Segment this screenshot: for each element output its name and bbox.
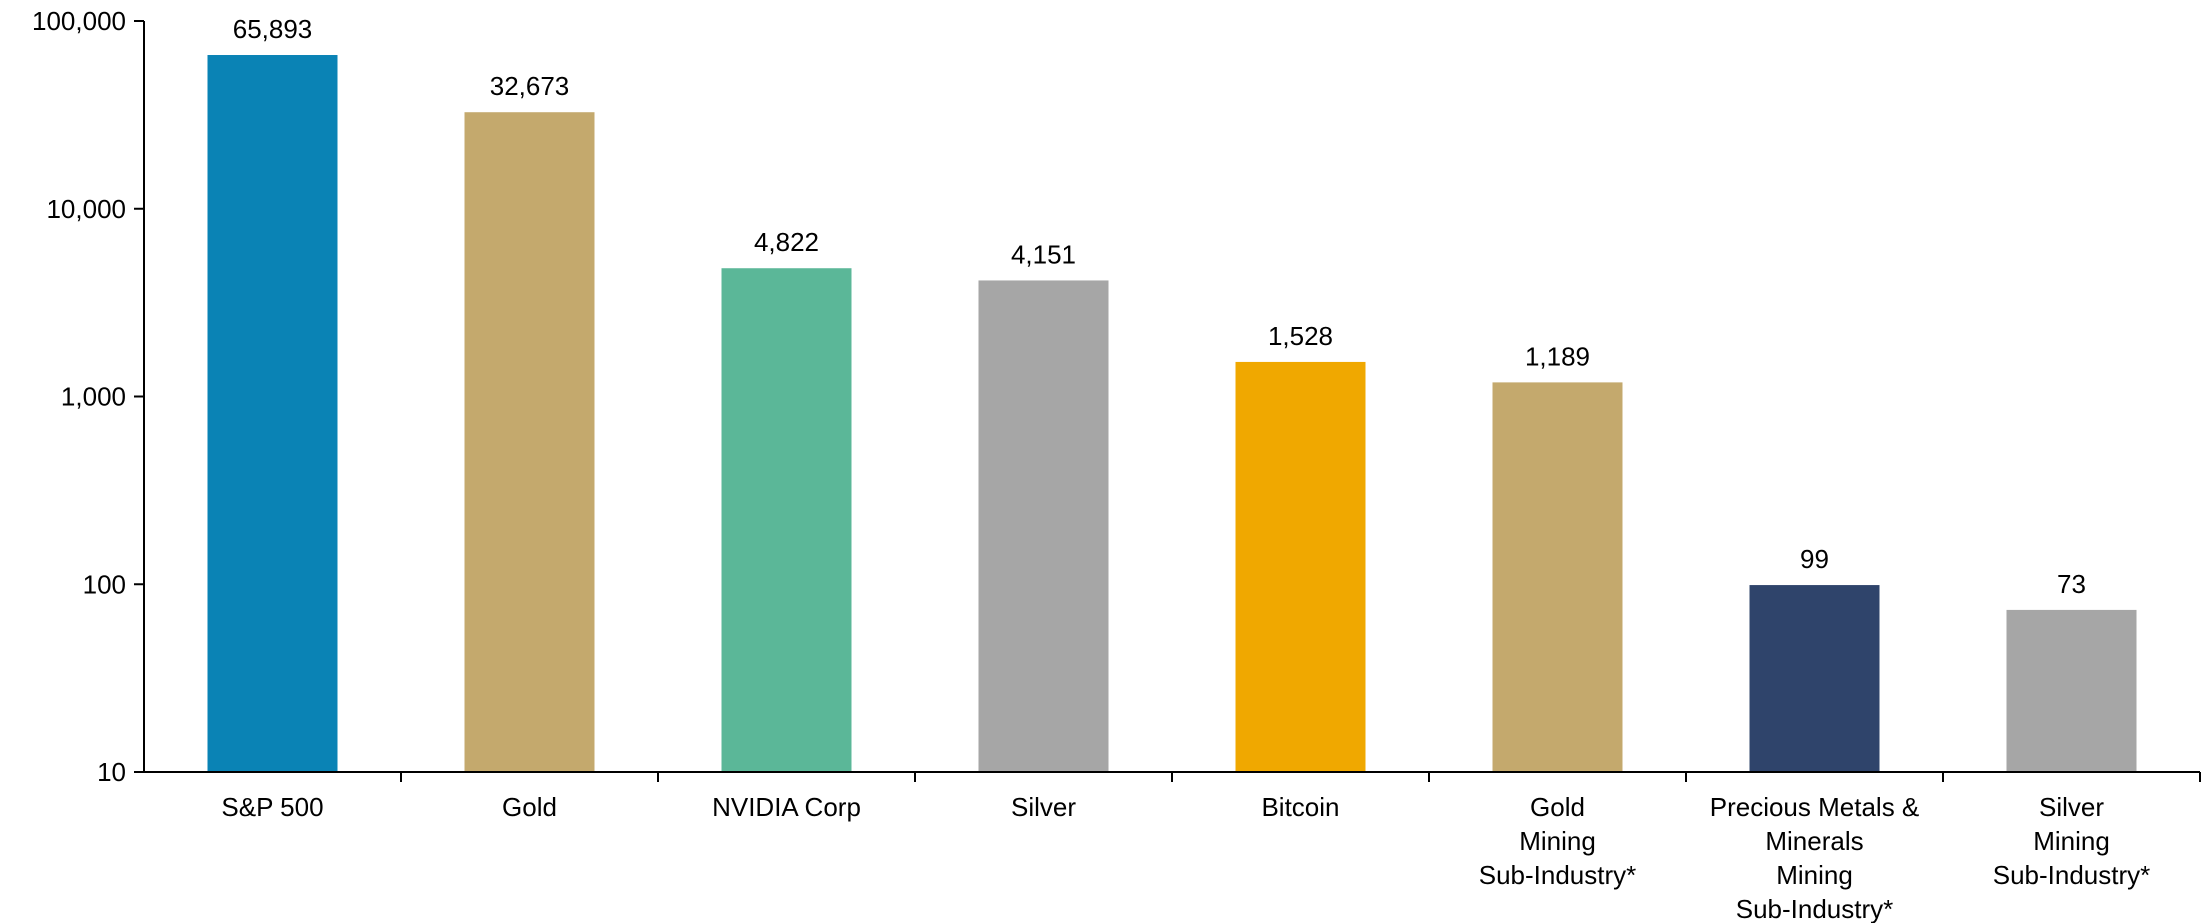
category-label-line: Mining bbox=[2033, 826, 2110, 856]
y-axis: 10 100 1,000 10,000 100,000 bbox=[32, 6, 145, 787]
category-label: S&P 500 bbox=[221, 792, 323, 822]
bar bbox=[2006, 609, 2137, 772]
category-label-line: Gold bbox=[502, 792, 557, 822]
category-label-line: S&P 500 bbox=[221, 792, 323, 822]
bar bbox=[464, 112, 595, 773]
category-label: Gold bbox=[502, 792, 557, 822]
category-label: Precious Metals & Minerals Mining Sub-Indus… bbox=[1710, 792, 1920, 923]
bar bbox=[721, 268, 852, 772]
bar bbox=[1492, 382, 1623, 772]
category-label: Silver bbox=[1011, 792, 1076, 822]
bar bbox=[1749, 585, 1880, 772]
category-label-line: Mining bbox=[1519, 826, 1596, 856]
bars-group bbox=[207, 55, 2137, 773]
bar-value-label: 1,528 bbox=[1268, 321, 1333, 351]
bar-value-label: 99 bbox=[1800, 544, 1829, 574]
y-tick-label: 10 bbox=[97, 757, 126, 787]
category-label: Silver Mining Sub-Industry* bbox=[1993, 792, 2151, 890]
y-tick-label: 100,000 bbox=[32, 6, 126, 36]
category-label-line: Precious Metals & bbox=[1710, 792, 1920, 822]
category-label: Bitcoin bbox=[1261, 792, 1339, 822]
category-label-line: Sub-Industry* bbox=[1993, 860, 2151, 890]
category-label: Gold Mining Sub-Industry* bbox=[1479, 792, 1637, 890]
category-label-line: Silver bbox=[2039, 792, 2104, 822]
bar bbox=[1235, 361, 1366, 772]
y-tick-label: 100 bbox=[83, 569, 126, 599]
category-label: NVIDIA Corp bbox=[712, 792, 861, 822]
category-label-line: NVIDIA Corp bbox=[712, 792, 861, 822]
y-tick-label: 10,000 bbox=[46, 194, 126, 224]
category-label-line: Mining bbox=[1776, 860, 1853, 890]
value-labels-group: 65,893 32,673 4,822 4,151 1,528 1,189 99 73 bbox=[233, 14, 2086, 599]
bar-value-label: 1,189 bbox=[1525, 341, 1590, 371]
category-label-line: Silver bbox=[1011, 792, 1076, 822]
bar bbox=[207, 55, 338, 772]
bar bbox=[978, 280, 1109, 772]
bar-value-label: 65,893 bbox=[233, 14, 313, 44]
bar-value-label: 32,673 bbox=[490, 71, 570, 101]
category-label-line: Gold bbox=[1530, 792, 1585, 822]
x-axis bbox=[144, 771, 2201, 782]
y-tick-label: 1,000 bbox=[61, 382, 126, 412]
category-label-line: Bitcoin bbox=[1261, 792, 1339, 822]
bar-value-label: 73 bbox=[2057, 569, 2086, 599]
category-label-line: Sub-Industry* bbox=[1736, 894, 1894, 923]
category-label-line: Sub-Industry* bbox=[1479, 860, 1637, 890]
category-label-line: Minerals bbox=[1765, 826, 1863, 856]
bar-value-label: 4,151 bbox=[1011, 239, 1076, 269]
category-labels-group: S&P 500 Gold NVIDIA Corp Silver Bitcoin Gold M… bbox=[221, 792, 2150, 923]
bar-value-label: 4,822 bbox=[754, 227, 819, 257]
